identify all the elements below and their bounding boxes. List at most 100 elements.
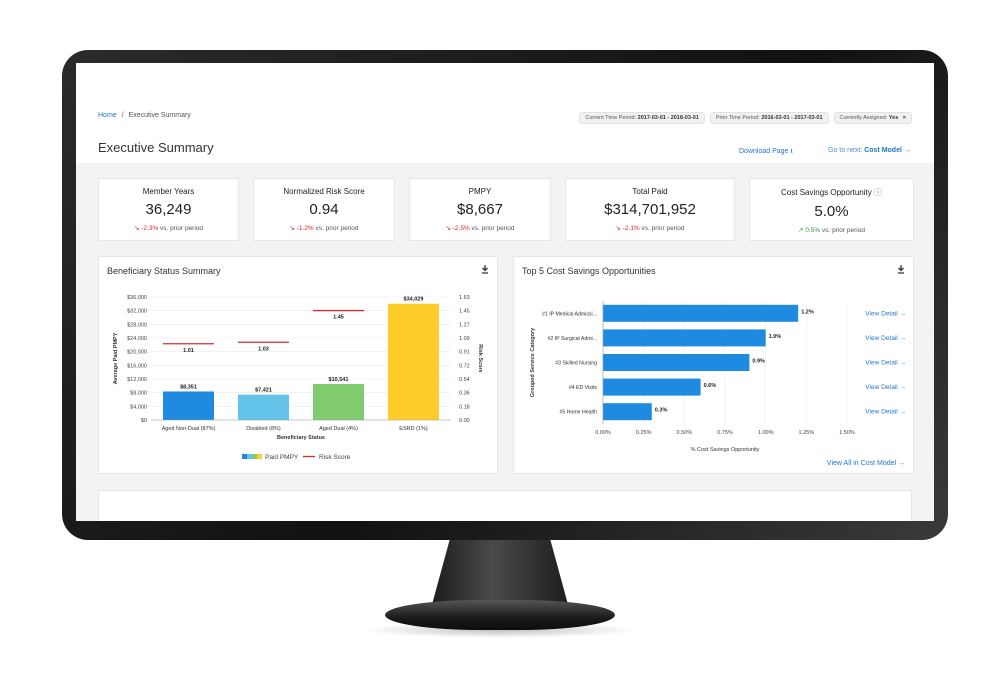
kpi-delta-suffix: vs. prior period <box>641 225 685 232</box>
bar <box>388 303 439 420</box>
header: Home / Executive Summary Current Time Pe… <box>76 63 934 173</box>
bar-value-label: $34,029 <box>404 297 424 303</box>
y-tick-label: $8,000 <box>130 391 147 397</box>
kpi-delta-value: -2.5% <box>452 225 470 232</box>
goto-prefix: Go to next: <box>828 147 863 154</box>
y-axis-title: Grouped Service Category <box>530 327 536 397</box>
y-tick-label: $36,000 <box>127 295 147 301</box>
kpi-value: $8,667 <box>457 201 503 218</box>
next-section-strip <box>98 490 912 521</box>
bar <box>238 394 289 420</box>
breadcrumb-home-link[interactable]: Home <box>98 112 117 119</box>
close-icon[interactable]: × <box>902 115 906 121</box>
filter-label: Currently Assigned: <box>839 115 888 121</box>
view-detail-link[interactable]: View Detail → <box>865 360 906 367</box>
y2-tick-label: 1.45 <box>459 309 470 315</box>
legend-swatch-paid-pmpy <box>252 454 257 459</box>
filter-currently-assigned[interactable]: Currently Assigned: Yes × <box>833 112 912 124</box>
trend-down-icon: ↘ <box>133 225 140 232</box>
legend-label: Risk Score <box>319 454 351 461</box>
download-page-link[interactable]: Download Page ⭳ <box>739 147 793 158</box>
goto-target: Cost Model <box>864 147 902 154</box>
legend-label: Paid PMPY <box>265 454 299 461</box>
filter-current-period[interactable]: Current Time Period: 2017-03-01 - 2018-0… <box>579 112 705 124</box>
y-tick-label: #1 IP Medical Admissi... <box>542 311 597 317</box>
x-tick-label: Disabled (8%) <box>246 426 281 432</box>
breadcrumb-current: Executive Summary <box>128 112 191 119</box>
y2-tick-label: 0.54 <box>459 377 470 383</box>
monitor-stand-base <box>385 600 615 630</box>
page-title: Executive Summary <box>98 140 214 155</box>
kpi-delta-suffix: vs. prior period <box>821 227 865 234</box>
kpi-card-cost-savings-opportunity: Cost Savings Opportunity ⓘ 5.0% ↗ 0.5% v… <box>749 178 914 241</box>
bar <box>603 403 652 421</box>
view-all-cost-model-link[interactable]: View All in Cost Model → <box>826 460 905 467</box>
risk-score-label: 1.01 <box>183 348 194 354</box>
download-icon: ⭳ <box>790 148 793 155</box>
kpi-label: Cost Savings Opportunity ⓘ <box>750 187 913 198</box>
y-tick-label: $12,000 <box>127 377 147 383</box>
y-tick-label: $24,000 <box>127 336 147 342</box>
kpi-value: $314,701,952 <box>604 201 696 218</box>
trend-down-icon: ↘ <box>445 225 451 232</box>
x-axis-title: % Cost Savings Opportunity <box>691 447 760 453</box>
filter-value: 2016-03-01 - 2017-03-01 <box>761 115 823 121</box>
y-tick-label: $20,000 <box>127 350 147 356</box>
x-axis-title: Beneficiary Status <box>277 435 325 441</box>
bar <box>603 304 799 322</box>
kpi-label: PMPY <box>468 187 492 196</box>
y-tick-label: $16,000 <box>127 363 147 369</box>
view-detail-link[interactable]: View Detail → <box>865 335 906 342</box>
y2-tick-label: 0.36 <box>459 391 470 397</box>
bar <box>313 383 364 420</box>
panel-beneficiary-status-summary: Beneficiary Status Summary $36,000 $32,00… <box>98 256 498 474</box>
x-tick-label: 1.00% <box>758 430 774 436</box>
kpi-delta: ↘ -2.3% vs. prior period <box>99 224 238 232</box>
risk-score-label: 1.45 <box>333 315 344 321</box>
legend-swatch-paid-pmpy <box>247 454 252 459</box>
download-icon[interactable] <box>897 265 905 274</box>
kpi-card-normalized-risk-score: Normalized Risk Score 0.94 ↘ -1.2% vs. p… <box>253 178 395 241</box>
y2-tick-label: 1.09 <box>459 336 470 342</box>
bar-value-label: 0.9% <box>752 359 765 365</box>
bar <box>163 391 214 420</box>
y2-tick-label: 1.27 <box>459 322 470 328</box>
kpi-label: Member Years <box>142 187 195 196</box>
download-label: Download Page <box>739 148 789 155</box>
main-content: Member Years 36,249 ↘ -2.3% vs. prior pe… <box>76 163 934 521</box>
y-tick-label: #5 Home Health <box>560 410 598 416</box>
y2-tick-label: 0.00 <box>459 418 470 424</box>
view-detail-link[interactable]: View Detail → <box>865 409 906 416</box>
y-axis-title: Average Paid PMPY <box>113 332 119 384</box>
go-to-next-link[interactable]: Go to next: Cost Model → <box>828 147 911 154</box>
trend-down-icon: ↘ <box>289 225 295 232</box>
arrow-right-icon: → <box>903 147 911 154</box>
bar-value-label: 1.0% <box>769 334 782 340</box>
kpi-label: Normalized Risk Score <box>283 187 365 196</box>
kpi-card-pmpy: PMPY $8,667 ↘ -2.5% vs. prior period <box>409 178 551 241</box>
kpi-value: 0.94 <box>309 201 339 218</box>
x-tick-label: 0.25% <box>636 430 652 436</box>
x-tick-label: Aged Dual (4%) <box>319 426 358 432</box>
download-icon[interactable] <box>481 265 489 274</box>
kpi-delta-value: 0.5% <box>805 227 821 234</box>
kpi-delta-value: -2.3% <box>141 225 159 232</box>
view-detail-link[interactable]: View Detail → <box>865 384 906 391</box>
trend-down-icon: ↘ <box>615 225 621 232</box>
bar <box>603 378 701 396</box>
bar <box>603 354 750 371</box>
legend-swatch-paid-pmpy <box>242 454 247 459</box>
info-icon[interactable]: ⓘ <box>873 188 882 197</box>
x-tick-label: ESRD (1%) <box>399 426 428 432</box>
panel-title: Top 5 Cost Savings Opportunities <box>522 266 656 276</box>
kpi-delta: ↗ 0.5% vs. prior period <box>750 226 913 234</box>
view-detail-link[interactable]: View Detail → <box>865 310 906 317</box>
filter-prior-period[interactable]: Prior Time Period: 2016-03-01 - 2017-03-… <box>709 112 829 124</box>
y2-tick-label: 0.72 <box>459 363 470 369</box>
kpi-delta-suffix: vs. prior period <box>160 225 204 232</box>
panel-title: Beneficiary Status Summary <box>107 266 221 276</box>
filter-value: 2017-03-01 - 2018-03-01 <box>637 115 699 121</box>
kpi-delta-suffix: vs. prior period <box>315 225 359 232</box>
filter-pills: Current Time Period: 2017-03-01 - 2018-0… <box>579 112 912 124</box>
x-tick-label: 0.75% <box>717 430 733 436</box>
